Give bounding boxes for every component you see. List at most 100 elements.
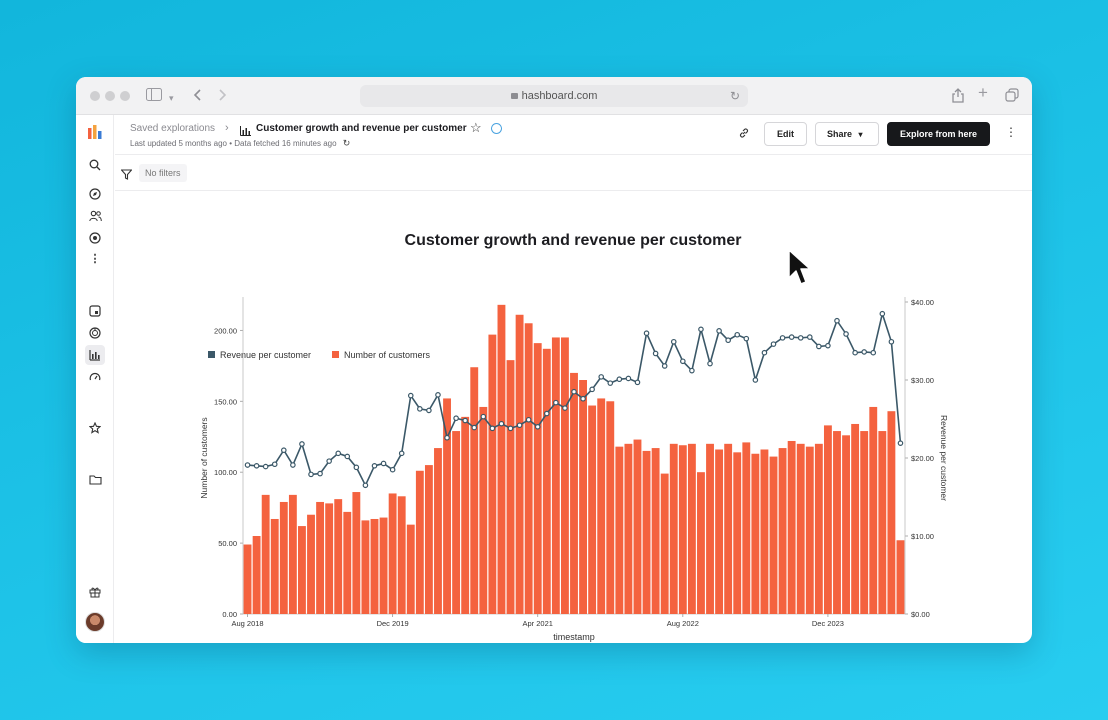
point-revenue-4	[281, 447, 287, 454]
bar-customers-69	[869, 406, 878, 614]
point-revenue-41	[616, 376, 623, 383]
point-revenue-61	[797, 335, 804, 341]
point-revenue-19	[417, 406, 423, 412]
bar-customers-9	[325, 503, 334, 614]
zoom-window-button[interactable]	[120, 91, 130, 101]
filter-bar: No filters	[115, 155, 1032, 191]
point-revenue-57	[761, 349, 768, 356]
url-text: hashboard.com	[521, 90, 598, 102]
sidebar-toggle-icon[interactable]	[146, 88, 162, 104]
close-window-button[interactable]	[90, 91, 100, 101]
bar-customers-25	[470, 367, 479, 614]
explore-from-here-button[interactable]: Explore from here	[887, 122, 990, 146]
star-icon[interactable]	[85, 418, 105, 438]
point-revenue-60	[788, 334, 795, 340]
point-revenue-10	[335, 450, 342, 457]
point-revenue-72	[897, 440, 904, 446]
filter-icon[interactable]	[120, 167, 133, 185]
chevron-down-icon[interactable]: ▾	[169, 93, 174, 103]
bar-customers-4	[279, 501, 288, 614]
bar-customers-43	[633, 439, 642, 614]
bar-customers-70	[878, 431, 887, 614]
legend-swatch-revenue	[208, 351, 215, 358]
point-revenue-71	[888, 338, 895, 345]
point-revenue-42	[625, 375, 632, 382]
breadcrumb-parent[interactable]: Saved explorations	[130, 123, 216, 134]
reload-icon[interactable]: ↻	[729, 89, 740, 103]
point-revenue-65	[834, 317, 840, 324]
gauge-icon[interactable]	[85, 367, 105, 387]
y-left-tick-label: 100.00	[214, 468, 237, 477]
users-icon[interactable]	[85, 206, 105, 226]
bar-customers-19	[415, 470, 424, 614]
more-options-icon[interactable]: ⋮	[1005, 125, 1017, 139]
chart-title: Customer growth and revenue per customer	[405, 232, 742, 249]
copy-link-icon[interactable]	[738, 127, 750, 142]
point-revenue-54	[734, 331, 741, 338]
share-button[interactable]: Share ▾	[815, 122, 879, 146]
bar-customers-11	[343, 511, 352, 614]
x-tick-label: Dec 2023	[812, 619, 844, 628]
point-revenue-22	[444, 434, 450, 441]
point-revenue-50	[698, 326, 704, 333]
compass-icon[interactable]	[85, 184, 105, 204]
folder-icon[interactable]	[85, 469, 105, 489]
no-filters-pill[interactable]: No filters	[139, 164, 187, 182]
edit-button[interactable]: Edit	[764, 122, 807, 146]
bar-customers-35	[560, 337, 569, 614]
point-revenue-21	[435, 392, 441, 398]
target-icon[interactable]	[85, 228, 105, 248]
point-revenue-5	[290, 462, 296, 468]
bar-customers-36	[570, 372, 578, 614]
point-revenue-45	[652, 350, 659, 357]
bar-customers-55	[742, 442, 751, 614]
legend-swatch-customers	[332, 351, 339, 358]
back-icon[interactable]	[193, 88, 203, 105]
bar-customers-30	[515, 314, 524, 614]
y-right-tick-label: $30.00	[911, 376, 934, 385]
bar-customers-41	[615, 446, 624, 614]
browser-titlebar: ▾ hashboard.com ↻ +	[76, 77, 1032, 115]
point-revenue-33	[543, 410, 550, 417]
bar-customers-10	[334, 499, 343, 614]
gift-icon[interactable]	[85, 582, 105, 602]
bar-customers-22	[443, 398, 451, 614]
bar-customers-45	[651, 448, 660, 614]
bar-customers-32	[533, 343, 542, 614]
point-revenue-8	[317, 470, 323, 477]
point-revenue-11	[344, 453, 351, 460]
bar-customers-47	[669, 443, 678, 614]
y-left-tick-label: 200.00	[214, 326, 237, 335]
bar-customers-15	[379, 517, 388, 614]
refresh-icon[interactable]: ↻	[342, 138, 351, 148]
forward-icon[interactable]	[217, 88, 227, 105]
point-revenue-13	[362, 482, 369, 489]
point-revenue-23	[453, 415, 459, 422]
point-revenue-58	[770, 341, 777, 347]
square-icon[interactable]	[85, 301, 105, 321]
more-icon[interactable]: ⋮	[89, 253, 101, 265]
favorite-star-icon[interactable]: ☆	[470, 120, 482, 135]
bar-customers-7	[307, 514, 315, 614]
new-tab-icon[interactable]: +	[978, 83, 988, 102]
point-revenue-44	[643, 330, 650, 337]
hashboard-logo[interactable]	[88, 125, 102, 139]
bar-customers-18	[406, 524, 415, 614]
share-icon[interactable]	[952, 88, 964, 106]
avatar[interactable]	[85, 612, 105, 632]
search-icon[interactable]	[85, 155, 105, 175]
x-tick-label: Aug 2018	[231, 619, 263, 628]
bar-customers-60	[787, 440, 796, 614]
bar-chart-icon[interactable]	[85, 345, 105, 365]
point-revenue-43	[634, 379, 641, 386]
address-bar[interactable]: hashboard.com ↻	[360, 85, 748, 107]
bar-customers-58	[769, 456, 778, 614]
tabs-overview-icon[interactable]	[1005, 88, 1019, 105]
point-revenue-70	[879, 310, 886, 317]
bar-customers-38	[588, 405, 597, 614]
minimize-window-button[interactable]	[105, 91, 115, 101]
bar-customers-17	[397, 496, 406, 614]
palette-icon[interactable]	[85, 323, 105, 343]
bar-customers-14	[370, 518, 379, 614]
bar-customers-3	[270, 518, 279, 614]
